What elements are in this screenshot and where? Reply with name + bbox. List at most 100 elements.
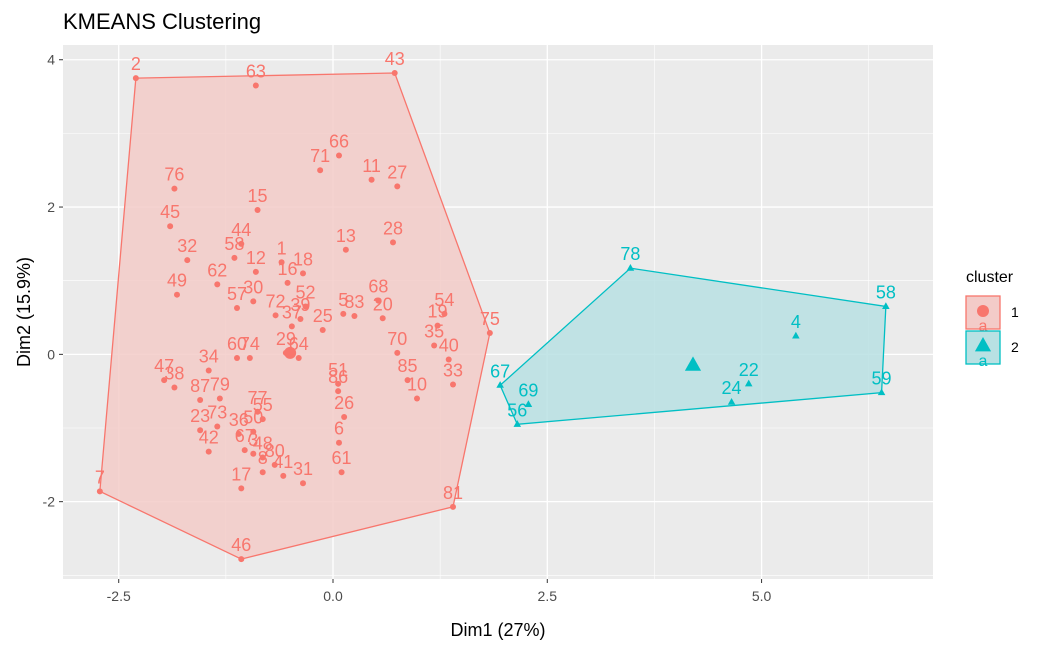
data-point [259,469,266,476]
cluster-1-center [284,346,297,359]
point-label: 81 [443,483,463,503]
point-label: 29 [276,329,296,349]
data-point [297,315,304,322]
point-label: 77 [248,388,268,408]
point-label: 50 [243,408,263,428]
data-point [174,291,180,298]
data-point [234,355,240,362]
point-label: 49 [167,271,187,291]
data-point [280,472,287,479]
data-point [171,384,178,391]
data-point [214,281,221,288]
point-label: 44 [231,220,251,240]
data-point [727,398,736,405]
data-point [205,448,212,455]
data-point [250,298,257,305]
data-point [431,342,438,349]
point-label: 35 [424,322,444,342]
point-label: 10 [407,375,427,395]
data-point [254,408,261,415]
data-point [445,356,452,363]
data-point [792,331,800,339]
cluster-2-center [684,356,702,371]
x-tick-label: 5.0 [752,588,772,604]
point-label: 87 [190,376,210,396]
data-point [284,279,291,286]
data-point [342,246,349,253]
point-label: 69 [518,380,538,400]
point-label: 60 [227,334,247,354]
data-point [250,450,257,457]
data-point [496,381,504,388]
point-label: 42 [199,428,219,448]
legend-key-letter: a [979,318,988,335]
data-point [295,355,302,362]
point-label: 28 [383,218,403,238]
data-point [336,439,342,446]
data-point [216,395,223,402]
point-label: 45 [160,202,180,222]
data-point [379,315,386,322]
y-tick-label: 2 [47,199,55,215]
data-point [414,395,420,402]
legend-label: 1 [1011,304,1019,320]
chart-title: KMEANS Clustering [63,9,261,34]
point-label: 8 [258,448,268,468]
point-label: 55 [253,395,273,415]
data-point [238,485,245,492]
data-point [238,240,245,247]
point-label: 11 [362,156,381,176]
data-point [394,349,401,356]
point-label: 3 [248,430,258,450]
data-point [246,355,253,362]
point-label: 66 [329,131,349,151]
point-label: 15 [248,186,268,206]
point-label: 61 [332,448,352,468]
point-label: 19 [428,302,448,322]
point-label: 79 [210,375,230,395]
data-point [231,254,238,261]
cluster-2-hull [499,267,887,426]
legend-triangle-marker [974,337,992,352]
data-point [252,268,259,275]
point-label: 39 [290,295,310,315]
data-point [335,380,342,387]
point-label: 51 [328,360,348,380]
data-point [391,69,398,76]
data-point [300,480,306,487]
point-label: 68 [368,277,388,297]
point-label: 4 [791,312,801,332]
y-tick-label: 4 [47,52,55,68]
point-label: 26 [334,393,354,413]
point-label: 54 [434,290,454,310]
point-label: 22 [739,360,759,380]
y-tick-label: 0 [47,346,55,362]
point-label: 85 [398,356,418,376]
legend-key-letter: a [979,353,988,370]
point-label: 5 [338,290,348,310]
point-label: 23 [190,406,210,426]
legend-circle-marker [977,305,989,317]
data-point [288,323,295,330]
data-point [877,388,886,396]
point-label: 2 [131,54,141,74]
point-label: 20 [373,294,393,314]
data-point [341,413,348,420]
point-label: 32 [177,236,197,256]
data-point [205,367,212,374]
point-label: 17 [231,464,251,484]
y-axis: -2 0 2 4 [43,52,63,510]
data-point [197,397,204,404]
point-label: 37 [282,302,302,322]
legend-label: 2 [1011,339,1019,355]
point-label: 62 [207,260,227,280]
point-label: 38 [164,363,184,383]
data-point [375,297,382,304]
data-point [434,322,441,329]
data-point [335,388,342,395]
point-label: 30 [243,277,263,297]
point-label: 6 [334,419,344,439]
data-point [252,82,259,89]
